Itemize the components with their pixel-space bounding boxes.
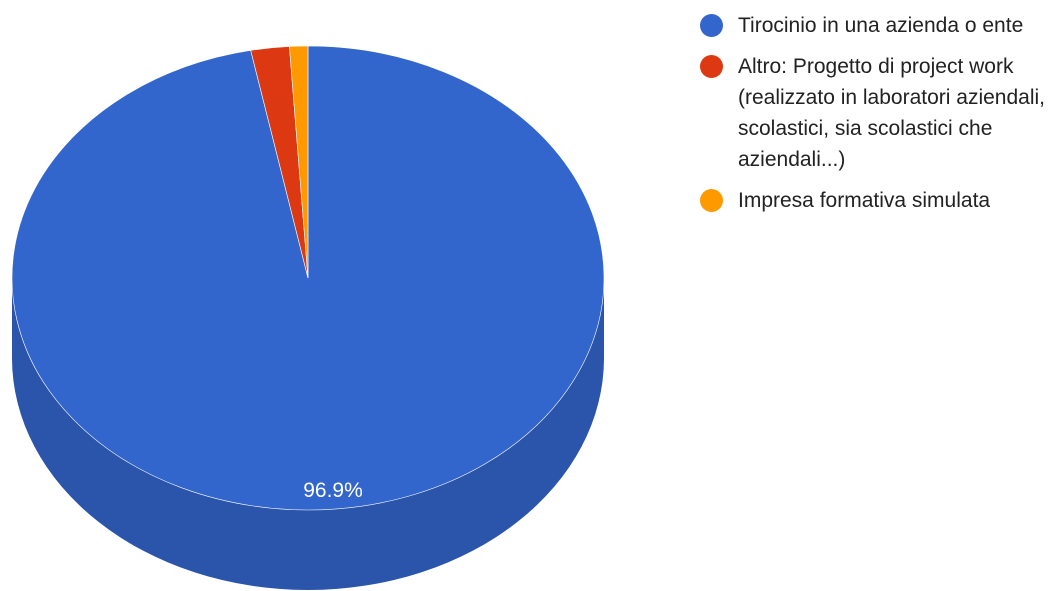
pie-data-label-tirocinio: 96.9% [303, 479, 363, 502]
chart-legend: Tirocinio in una azienda o ente Altro: P… [700, 10, 1060, 226]
pie-labels-layer: 96.9% [303, 479, 363, 502]
legend-swatch-altro [700, 55, 723, 78]
legend-label-altro: Altro: Progetto di project work (realizz… [738, 55, 1045, 171]
pie-top-layer [11, 45, 605, 511]
pie-side-tirocinio [12, 278, 604, 590]
legend-item-impresa[interactable]: Impresa formativa simulata [700, 185, 1060, 216]
legend-item-altro[interactable]: Altro: Progetto di project work (realizz… [700, 51, 1060, 175]
legend-label-impresa: Impresa formativa simulata [738, 189, 991, 212]
legend-swatch-impresa [700, 189, 723, 212]
pie-chart: 96.9% [11, 45, 605, 590]
pie-slice-impresa[interactable] [289, 45, 309, 279]
legend-item-tirocinio[interactable]: Tirocinio in una azienda o ente [700, 10, 1060, 41]
pie-depth-layer [12, 278, 604, 590]
legend-swatch-tirocinio [700, 14, 723, 37]
legend-label-tirocinio: Tirocinio in una azienda o ente [738, 14, 1024, 37]
